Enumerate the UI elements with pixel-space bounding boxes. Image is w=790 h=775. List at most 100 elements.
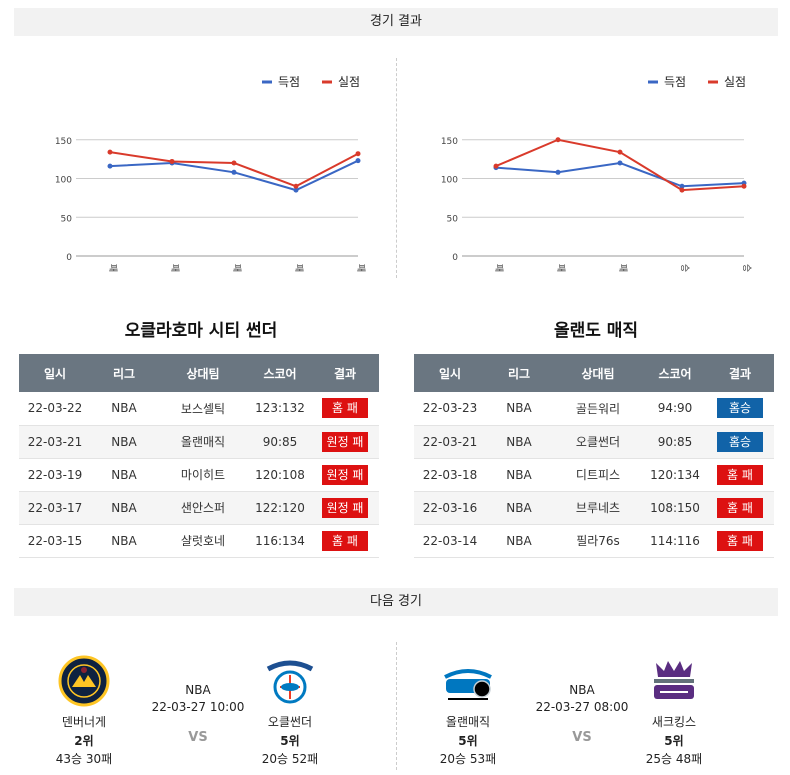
data-point [355,158,361,164]
team-name: 오클썬더 [267,715,313,729]
results-section-header: 경기 결과 [14,8,778,36]
game-score: 116:134 [249,524,311,558]
legend-label: 득점 [664,75,686,89]
table-row: 22-03-22 NBA 보스셀틱 123:132 홈 패 [19,392,379,426]
game-league: NBA [91,491,157,525]
data-point [617,160,623,166]
team-name: 올랜매직 [445,715,491,729]
y-tick-label: 150 [55,137,72,147]
data-point [107,163,113,169]
match-info: NBA 22-03-27 08:00 VS [522,683,642,745]
result-badge: 홈 패 [717,497,763,518]
match-info: NBA 22-03-27 10:00 VS [138,683,258,745]
chart-orlando-points: 득점 실점 0 50 100 150 패 패 패 승 승 [400,60,770,280]
game-result-cell: 홈 패 [706,458,774,492]
col-league: 리그 [91,354,157,392]
match-datetime: 22-03-27 10:00 [151,700,245,714]
game-opponent: 올랜매직 [157,425,249,459]
game-result-cell: 홈 패 [706,524,774,558]
game-opponent: 샬럿호네 [157,524,249,558]
match-league: NBA [185,683,211,697]
x-tick-label: 패 [555,264,566,272]
game-opponent: 오클썬더 [552,425,644,459]
next-game-section-header: 다음 경기 [14,588,778,616]
away-team[interactable]: 새크킹스 5위 25승 48패 [624,655,724,767]
result-badge: 홈 패 [717,530,763,551]
game-result-cell: 홈 패 [706,491,774,525]
result-badge: 홈 패 [322,398,368,419]
y-tick-label: 100 [55,176,72,186]
game-date: 22-03-21 [414,425,486,459]
game-date: 22-03-18 [414,458,486,492]
game-league: NBA [486,458,552,492]
game-result-cell: 홈승 [706,392,774,426]
table-header-row: 일시 리그 상대팀 스코어 결과 [19,354,379,392]
series-line-conceded [109,151,359,188]
game-date: 22-03-15 [19,524,91,558]
table-row: 22-03-17 NBA 샌안스퍼 122:120 원정 패 [19,491,379,525]
game-result-cell: 원정 패 [311,458,379,492]
results-table-orlando: 일시 리그 상대팀 스코어 결과 22-03-23 NBA 골든워리 94:90 홈승 2… [414,354,774,558]
col-date: 일시 [19,354,91,392]
team-title-okc: 오클라호마 시티 썬더 [124,321,278,341]
game-league: NBA [91,425,157,459]
col-score: 스코어 [249,354,311,392]
x-tick-label: 패 [231,264,242,272]
team-record: 25승 48패 [645,752,703,766]
denver-nuggets-logo-icon [58,655,110,707]
col-date: 일시 [414,354,486,392]
col-result: 결과 [311,354,379,392]
legend-label: 실점 [724,75,746,89]
game-opponent: 브루네츠 [552,491,644,525]
result-badge: 홈 패 [717,464,763,485]
home-team[interactable]: 덴버너게 2위 43승 30패 [34,655,134,767]
col-league: 리그 [486,354,552,392]
game-result-cell: 홈 패 [311,392,379,426]
game-score: 94:90 [644,392,706,426]
y-tick-label: 100 [441,176,458,186]
line-chart-svg: 득점 실점 0 50 100 150 패 패 패 패 패 [55,75,366,272]
orlando-magic-logo-icon [444,669,492,700]
data-point [293,183,299,189]
game-league: NBA [486,491,552,525]
vs-label: VS [572,730,592,745]
vs-label: VS [188,730,208,745]
y-tick-label: 50 [61,214,73,224]
chart-okc-points: 득점 실점 0 50 100 150 패 패 패 패 패 [14,60,384,280]
table-row: 22-03-21 NBA 올랜매직 90:85 원정 패 [19,425,379,459]
team-name: 새크킹스 [651,715,697,729]
game-result-cell: 원정 패 [311,491,379,525]
match-league: NBA [569,683,595,697]
game-result-cell: 홈승 [706,425,774,459]
away-team[interactable]: 오클썬더 5위 20승 52패 [240,655,340,767]
x-tick-label: 패 [169,264,180,272]
result-badge: 원정 패 [322,431,368,452]
x-tick-label: 패 [355,264,366,272]
result-badge: 홈 패 [322,530,368,551]
okc-thunder-logo-icon [266,660,314,704]
game-score: 90:85 [644,425,706,459]
home-team[interactable]: 올랜매직 5위 20승 53패 [418,655,518,767]
team-record: 20승 52패 [261,752,319,766]
series-line-scored [495,161,745,188]
table-row: 22-03-18 NBA 디트피스 120:134 홈 패 [414,458,774,492]
data-point [107,149,113,155]
line-chart-svg: 득점 실점 0 50 100 150 패 패 패 승 승 [441,75,752,272]
team-record: 20승 53패 [439,752,497,766]
table-header-row: 일시 리그 상대팀 스코어 결과 [414,354,774,392]
data-point [293,187,299,193]
results-table-okc: 일시 리그 상대팀 스코어 결과 22-03-22 NBA 보스셀틱 123:132 홈… [19,354,379,558]
table-row: 22-03-19 NBA 마이히트 120:108 원정 패 [19,458,379,492]
game-score: 114:116 [644,524,706,558]
data-point [231,160,237,166]
x-tick-label: 승 [679,264,690,272]
team-name: 덴버너게 [61,715,107,729]
game-opponent: 샌안스퍼 [157,491,249,525]
table-row: 22-03-14 NBA 필라76s 114:116 홈 패 [414,524,774,558]
sacramento-kings-logo-icon [654,661,694,699]
y-tick-label: 150 [441,137,458,147]
game-league: NBA [91,458,157,492]
game-result-cell: 홈 패 [311,524,379,558]
data-point [555,137,561,143]
game-league: NBA [91,524,157,558]
